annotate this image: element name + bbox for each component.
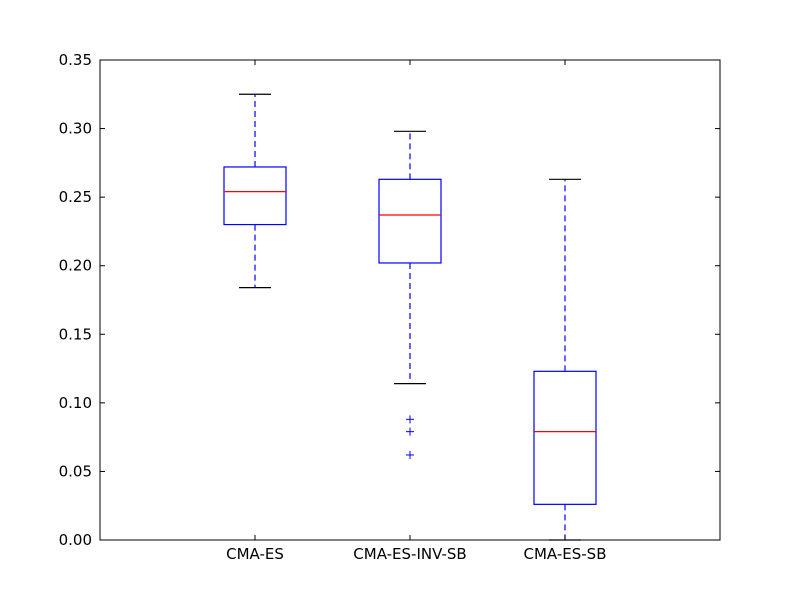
x-tick-label: CMA-ES-SB: [524, 545, 607, 563]
plot-frame: [99, 59, 721, 541]
box-iqr: [378, 178, 442, 264]
y-tick-label: 0.15: [59, 325, 92, 343]
y-tick-label: 0.30: [59, 120, 92, 138]
y-tick-label: 0.35: [59, 51, 92, 69]
y-tick-label: 0.10: [59, 394, 92, 412]
plot-marks: [223, 93, 597, 541]
x-axis: CMA-ES CMA-ES-INV-SB CMA-ES-SB: [226, 60, 606, 563]
outlier-point: [406, 427, 414, 436]
y-axis: 0.00 0.05 0.10 0.15 0.20 0.25 0.30 0.35: [59, 51, 720, 549]
y-tick-label: 0.25: [59, 188, 92, 206]
x-tick-label: CMA-ES: [226, 545, 284, 563]
y-tick-label: 0.20: [59, 257, 92, 275]
box-iqr: [533, 370, 597, 505]
y-tick-label: 0.05: [59, 462, 92, 480]
y-tick-label: 0.00: [59, 531, 92, 549]
box-iqr: [223, 166, 287, 226]
outlier-point: [406, 415, 414, 424]
x-tick-label: CMA-ES-INV-SB: [353, 545, 466, 563]
outlier-point: [406, 450, 414, 459]
